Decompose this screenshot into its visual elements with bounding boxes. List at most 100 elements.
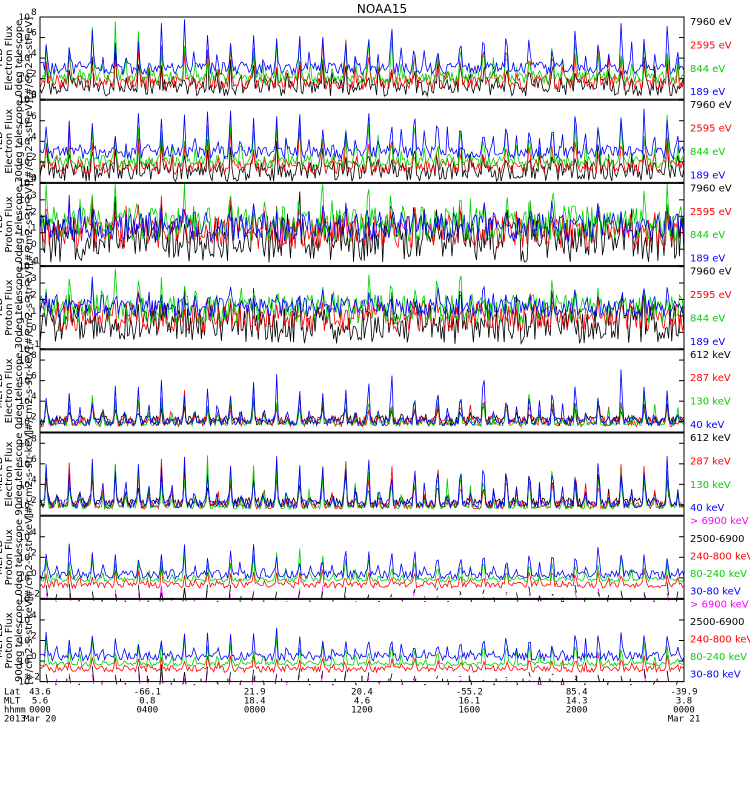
ytick-exponent: 8 [31, 8, 37, 18]
xaxis-value: 3.8 [676, 697, 692, 707]
ylabel-line: MEPED [0, 623, 5, 658]
ylabel-line: TED [0, 214, 5, 235]
ylabel-line: [#/cm2-s-str-keV] [24, 513, 35, 601]
ytick-label: 10 [19, 117, 31, 127]
ytick-exponent: 2 [31, 413, 37, 423]
ytick-label: 10 [19, 196, 31, 206]
series-line-3 [39, 369, 685, 427]
xaxis-value: -66.1 [134, 688, 161, 698]
legend-entry: 240-800 keV [690, 635, 750, 646]
xaxis-row-label: MLT [4, 697, 21, 707]
xaxis-value: 16.1 [458, 697, 480, 707]
legend-entry: > 6900 keV [690, 516, 749, 527]
ytick-exponent: 8 [31, 351, 37, 361]
ytick-exponent: 1 [31, 307, 37, 317]
ylabel-line: Electron Flux [4, 26, 15, 91]
ytick-exponent: 4 [31, 49, 37, 59]
ytick-label: 10 [19, 137, 31, 147]
ytick-exponent: 4 [31, 475, 37, 485]
ytick-exponent: 6 [31, 112, 37, 122]
ylabel-group: TED Proton Flux 0deg telescope [#/cm2-s-str… [0, 183, 35, 266]
series-line-3 [39, 195, 685, 244]
ytick-label: 10 [19, 637, 31, 647]
panel-frame [39, 432, 685, 516]
legend-entry: 30-80 keV [690, 586, 741, 597]
ytick-exponent: 3 [31, 274, 37, 284]
legend-entry: 7960 eV [690, 267, 732, 278]
panel-frame [39, 349, 685, 433]
series-line-2 [39, 384, 685, 428]
legend-entry: 7960 eV [690, 183, 732, 194]
xaxis-value: 20.4 [351, 688, 373, 698]
ylabel-line: MEPED [0, 456, 5, 491]
ytick-label: 10 [19, 533, 31, 543]
panel-frame [39, 182, 685, 267]
xaxis-row-label: hhmm [4, 706, 26, 716]
ytick-label: 10 [19, 179, 31, 189]
ytick-exponent: 8 [31, 434, 37, 444]
series-line-2 [39, 114, 685, 170]
xaxis-date-end: Mar 21 [668, 715, 701, 725]
legend-entry: 287 keV [690, 373, 731, 384]
ytick-label: 10 [19, 34, 31, 44]
ylabel-line: [#/cm2-s-str-eV] [24, 183, 35, 266]
ylabel-line: [#/cm2-s-str-eV] [24, 266, 35, 349]
xaxis-value: 0.8 [139, 697, 155, 707]
ytick-exponent: 4 [31, 258, 37, 268]
xaxis-value: 1600 [458, 706, 480, 716]
ytick-exponent: 0 [31, 323, 37, 333]
ytick-label: 10 [19, 356, 31, 366]
panel-frame [39, 16, 685, 100]
series-line-3 [39, 108, 685, 161]
ytick-label: 10 [19, 616, 31, 626]
ylabel-line: TED [0, 131, 5, 152]
ytick-label: 10 [19, 439, 31, 449]
ytick-exponent: 4 [31, 611, 37, 621]
ytick-label: 10 [19, 397, 31, 407]
ytick-exponent: 0 [31, 90, 37, 100]
ytick-label: 10 [19, 212, 31, 222]
ytick-label: 10 [19, 553, 31, 563]
ylabel-line: Proton Flux [4, 529, 15, 585]
ylabel-line: Proton Flux [4, 196, 15, 252]
ytick-exponent: 1 [31, 224, 37, 234]
legend-entry: 80-240 keV [690, 652, 747, 663]
xaxis-value: 2000 [566, 706, 588, 716]
legend-entry: 2500-6900 [690, 617, 745, 628]
ytick-exponent: 2 [31, 290, 37, 300]
legend-entry: 844 eV [690, 64, 725, 75]
ytick-exponent: 4 [31, 174, 37, 184]
ytick-label: 10 [19, 263, 31, 273]
legend-entry: 2595 eV [690, 40, 732, 51]
ylabel-line: [#/cm2-s-str-keV] [24, 596, 35, 684]
xaxis-value: 18.4 [244, 697, 266, 707]
series-line-4 [39, 543, 685, 581]
ylabel-line: 30deg telescope [14, 266, 25, 349]
ytick-label: 10 [19, 295, 31, 305]
ytick-exponent: 4 [31, 528, 37, 538]
ytick-label: 10 [19, 96, 31, 106]
ylabel-group: MEPED Proton Flux 0deg telescope [#/cm2-s-s… [0, 513, 35, 601]
legend-entry: 40 keV [690, 503, 724, 514]
ylabel-line: 0deg telescope [14, 519, 25, 596]
ytick-exponent: 4 [31, 392, 37, 402]
ytick-exponent: 2 [31, 548, 37, 558]
legend-entry: 844 eV [690, 313, 725, 324]
ytick-exponent: 2 [31, 496, 37, 506]
ylabel-line: Electron Flux [4, 442, 15, 507]
xaxis-row-label: Lat [4, 688, 20, 698]
legend-entry: 240-800 keV [690, 551, 750, 562]
xaxis-value: 43.6 [29, 688, 51, 698]
chart-title: NOAA15 [357, 2, 407, 16]
legend-entry: 189 eV [690, 170, 725, 181]
ytick-exponent: 2 [31, 70, 37, 80]
ylabel-line: 90deg telescope [14, 433, 25, 516]
series-line-2 [39, 567, 685, 590]
ytick-label: 10 [19, 13, 31, 23]
legend-entry: 844 eV [690, 230, 725, 241]
series-line-3 [39, 636, 685, 668]
ytick-label: 10 [19, 480, 31, 490]
series-line-3 [39, 456, 685, 510]
ylabel-line: MEPED [0, 540, 5, 575]
legend-entry: 7960 eV [690, 100, 732, 111]
